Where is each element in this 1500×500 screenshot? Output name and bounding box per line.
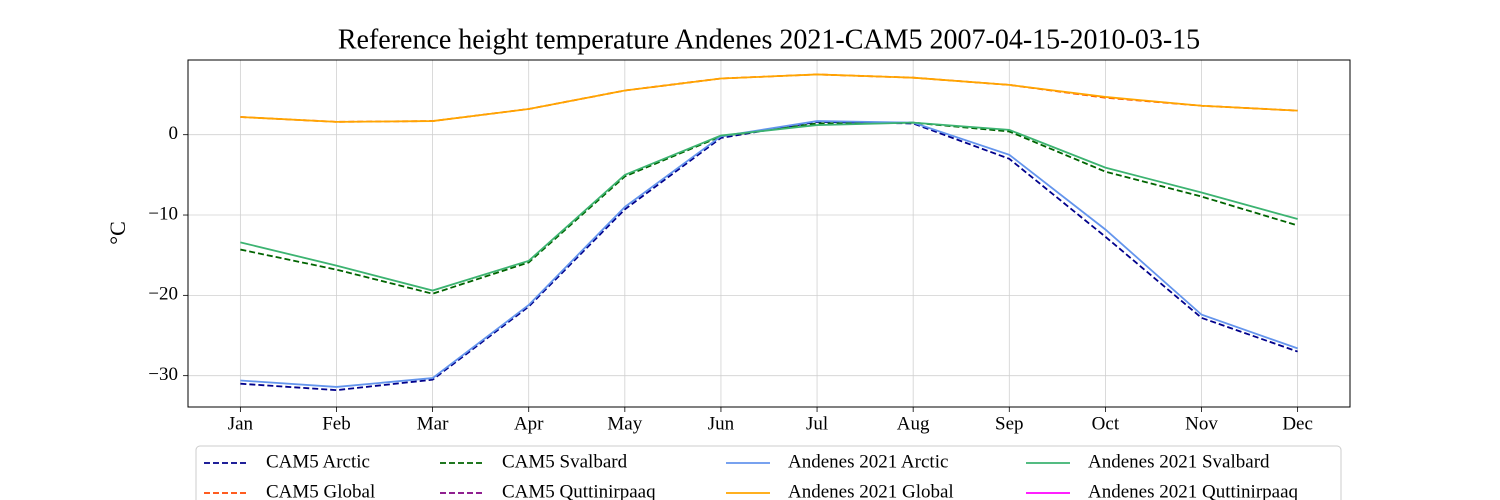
y-tick-label: −10 <box>148 203 178 224</box>
series-line <box>240 73 1298 123</box>
legend-label: CAM5 Svalbard <box>502 451 628 472</box>
legend-label: CAM5 Arctic <box>266 451 370 472</box>
x-tick-label: Jun <box>708 413 735 434</box>
chart-title: Reference height temperature Andenes 202… <box>338 24 1200 55</box>
y-axis-label: °C <box>105 221 130 244</box>
x-tick-label: Aug <box>897 413 930 434</box>
legend-label: Andenes 2021 Global <box>788 481 954 500</box>
x-tick-label: Nov <box>1185 413 1218 434</box>
x-tick-label: Mar <box>417 413 449 434</box>
y-tick-label: 0 <box>169 123 179 144</box>
x-tick-label: Dec <box>1282 413 1313 434</box>
legend-label: CAM5 Quttinirpaaq <box>502 481 656 500</box>
x-tick-label: Sep <box>995 413 1024 434</box>
legend-label: CAM5 Global <box>266 481 375 500</box>
x-tick-label: May <box>607 413 642 434</box>
legend-box <box>195 445 1342 500</box>
x-tick-label: Jul <box>806 413 828 434</box>
x-tick-label: Jan <box>228 413 254 434</box>
y-tick-label: −20 <box>148 284 178 305</box>
x-tick-label: Oct <box>1092 413 1120 434</box>
series-line <box>240 121 1298 292</box>
series-line <box>240 120 1298 392</box>
legend-label: Andenes 2021 Arctic <box>788 451 948 472</box>
series-line <box>240 120 1298 388</box>
x-tick-label: Feb <box>322 413 351 434</box>
legend: CAM5 Arctic CAM5 Global CAM5 Svalbard CAM5 … <box>195 445 1342 500</box>
y-tick-label: −30 <box>148 364 178 385</box>
legend-label: Andenes 2021 Svalbard <box>1088 451 1270 472</box>
plot-frame <box>187 59 1351 408</box>
legend-label: Andenes 2021 Quttinirpaaq <box>1088 481 1299 500</box>
x-tick-label: Apr <box>514 413 544 434</box>
